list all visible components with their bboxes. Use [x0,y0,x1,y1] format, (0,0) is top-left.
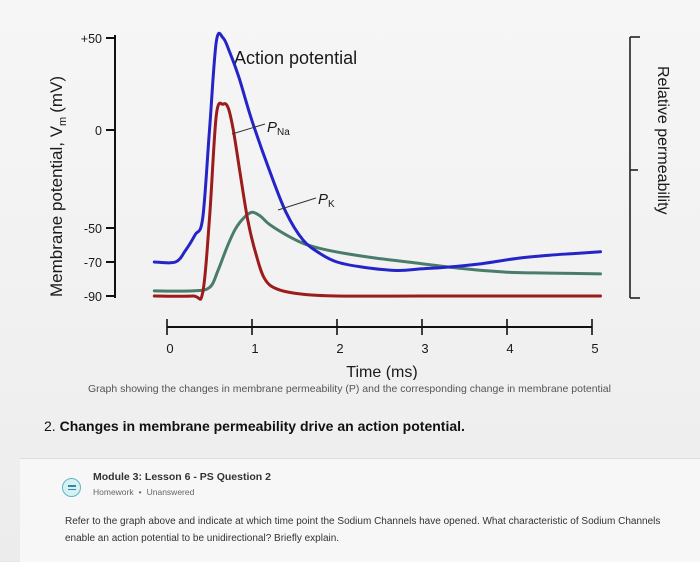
question-list-icon [62,478,81,497]
x-tick-label: 0 [166,341,173,356]
membrane-potential-line [152,31,602,273]
pna-line [152,101,602,301]
x-tick-label: 1 [251,341,258,356]
question-meta: Homework • Unanswered [93,487,194,497]
pna-label: PNa [267,119,290,138]
question-title[interactable]: Module 3: Lesson 6 - PS Question 2 [93,471,271,483]
axes: +50 0 -50 -70 -90 0 1 2 3 4 5 [81,32,599,356]
right-axis-label: Relative permeability [654,66,671,215]
question-type: Homework [93,487,134,497]
chart-title: Action potential [234,48,357,68]
pk-label: PK [318,191,335,210]
y-tick-label: -70 [84,256,102,270]
action-potential-chart: Membrane potential, Vm(mV) Relative perm… [47,31,671,380]
y-tick-label: -50 [84,222,102,236]
x-tick-label: 4 [506,341,513,356]
graph-caption: Graph showing the changes in membrane pe… [88,383,611,395]
y-tick-label: +50 [81,32,102,46]
pk-leader-line [277,197,317,211]
section-heading: 2. Changes in membrane permeability driv… [44,418,465,434]
pk-line [152,210,602,293]
section-title: Changes in membrane permeability drive a… [59,418,465,434]
x-tick-label: 2 [336,341,343,356]
question-text: Refer to the graph above and indicate at… [65,516,661,544]
permeability-bracket [629,36,640,299]
separator-dot-icon: • [138,487,142,497]
section-number: 2. [44,418,56,434]
question-card[interactable]: Module 3: Lesson 6 - PS Question 2 Homew… [20,458,700,562]
x-tick-label: 3 [421,341,428,356]
y-axis-label: Membrane potential, Vm(mV) [47,76,69,297]
x-axis-label: Time (ms) [346,364,417,380]
curve-labels: PNa PK [231,119,335,211]
x-tick-label: 5 [591,341,598,356]
series-lines [152,31,602,301]
pna-leader-line [231,123,266,135]
y-tick-label: 0 [95,124,102,138]
y-tick-label: -90 [84,290,102,304]
question-status: Unanswered [146,487,195,497]
